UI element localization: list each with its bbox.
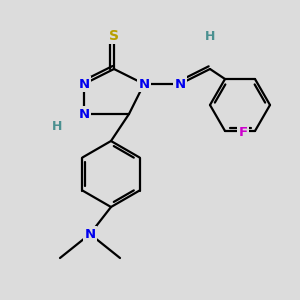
Text: N: N: [78, 77, 90, 91]
Text: F: F: [238, 126, 247, 139]
Text: N: N: [84, 227, 96, 241]
Text: H: H: [205, 29, 215, 43]
Text: N: N: [174, 77, 186, 91]
Text: S: S: [109, 29, 119, 43]
Text: N: N: [78, 107, 90, 121]
Text: H: H: [52, 119, 62, 133]
Text: N: N: [138, 77, 150, 91]
